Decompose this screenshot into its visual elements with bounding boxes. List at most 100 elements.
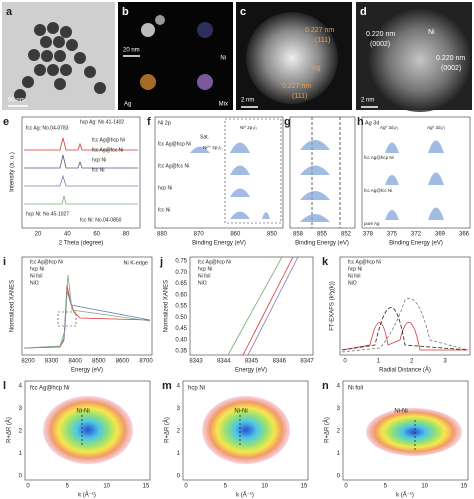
text: Sat. xyxy=(200,134,209,140)
panel-label: m xyxy=(162,380,172,392)
panel-label: k xyxy=(322,256,329,268)
text: Ni 2p xyxy=(158,120,171,126)
x-tick-label: 15 xyxy=(461,484,468,490)
text: Ni K-edge xyxy=(124,260,148,266)
x-tick-label: 80 xyxy=(123,232,130,238)
legend-entry: NiO xyxy=(348,280,357,286)
scale-bar: 2 nm xyxy=(241,98,254,104)
text: Ni-Ni xyxy=(394,409,407,415)
y-tick-label: 4 xyxy=(19,384,23,390)
panel-label: f xyxy=(147,116,151,128)
y-tick-label: 0.65 xyxy=(175,281,187,287)
x-tick-label: 5 xyxy=(224,484,228,490)
xrd-curves xyxy=(24,137,138,205)
xps-peaks xyxy=(190,142,270,219)
y-tick-label: 0.55 xyxy=(175,304,187,310)
x-axis-label: 2 Theta (degree) xyxy=(59,241,104,247)
scale-bar: 50 nm xyxy=(8,98,25,104)
legend-entry: fcc Ni xyxy=(92,167,105,173)
x-tick-label: 8343 xyxy=(189,359,203,365)
text: 0.220 nm xyxy=(366,31,395,38)
legend-entry: hcp Ni xyxy=(348,266,362,272)
axis-box xyxy=(154,116,284,229)
x-tick-label: 10 xyxy=(261,484,268,490)
y-tick-label: 3 xyxy=(337,406,341,412)
x-axis-label: k (Å⁻¹) xyxy=(236,492,254,499)
particle xyxy=(246,12,338,104)
x-tick-label: 8346 xyxy=(273,359,287,365)
x-tick-label: 366 xyxy=(459,232,470,238)
text: hcp Ni xyxy=(158,185,172,191)
y-tick-label: 4 xyxy=(337,384,341,390)
x-tick-label: 8344 xyxy=(217,359,231,365)
legend-entry: fcc Ag@hcp Ni xyxy=(198,259,231,265)
x-tick-label: 2 xyxy=(410,359,414,365)
y-axis-label: Normalized XANES xyxy=(164,280,170,332)
x-axis-label: Energy (eV) xyxy=(71,368,103,374)
text: (111) xyxy=(315,37,330,44)
panel-label: b xyxy=(122,6,129,18)
y-tick-label: 0 xyxy=(177,474,181,480)
x-axis-label: Binding Energy (eV) xyxy=(192,241,246,247)
panel-title: fcc Ag@hcp Ni xyxy=(30,386,69,392)
y-tick-label: 1 xyxy=(337,451,341,457)
x-tick-label: 8400 xyxy=(69,359,83,365)
x-tick-label: 8200 xyxy=(21,359,35,365)
x-tick-label: 0 xyxy=(343,359,347,365)
x-tick-label: 8347 xyxy=(300,359,314,365)
x-tick-label: 852 xyxy=(341,232,352,238)
particles xyxy=(14,22,106,101)
x-axis-label: Binding Energy (eV) xyxy=(389,241,443,247)
x-tick-label: 858 xyxy=(293,232,304,238)
axis-box xyxy=(339,256,471,356)
x-tick-label: 8600 xyxy=(116,359,130,365)
legend-entry: fcc Ag@hcp Ni xyxy=(30,259,63,265)
y-tick-label: 0.50 xyxy=(175,315,187,321)
x-tick-label: 3 xyxy=(443,359,447,365)
text: Ag 3d xyxy=(365,120,379,126)
text: Ag⁰ 3d₅/₂ xyxy=(427,125,446,130)
panel-label: a xyxy=(6,6,13,18)
x-tick-label: 372 xyxy=(411,232,422,238)
x-tick-label: 10 xyxy=(421,484,428,490)
x-tick-label: 1 xyxy=(377,359,381,365)
x-tick-label: 0 xyxy=(26,484,30,490)
x-tick-label: 40 xyxy=(64,232,71,238)
x-tick-label: 880 xyxy=(157,232,168,238)
legend-entry: fcc Ag@hcp Ni xyxy=(348,259,381,265)
panel-label: h xyxy=(357,116,364,128)
text: 0.220 nm xyxy=(436,55,465,62)
panel-label: d xyxy=(360,6,367,18)
x-axis-label: k (Å⁻¹) xyxy=(78,492,96,499)
axis-box xyxy=(361,116,471,229)
x-tick-label: 10 xyxy=(103,484,110,490)
text: fcc Ag: No.04-0783 xyxy=(26,125,69,131)
panel-label: i xyxy=(3,256,6,268)
legend-entry: hcp Ni xyxy=(198,266,212,272)
legend-entry: hcp Ni xyxy=(92,157,106,163)
y-tick-label: 0.35 xyxy=(175,349,187,355)
text: fcc Ag@hcp Ni xyxy=(364,155,394,160)
x-tick-label: 860 xyxy=(230,232,241,238)
panel-label: g xyxy=(284,116,291,128)
axis-box xyxy=(189,256,314,356)
legend-entry: Ni foil xyxy=(198,273,211,279)
x-tick-label: 8345 xyxy=(245,359,259,365)
ag-peaks xyxy=(385,140,444,220)
text: Ag⁰ 3d₃/₂ xyxy=(380,125,399,130)
text: Ni xyxy=(428,29,435,36)
x-tick-label: 8500 xyxy=(92,359,106,365)
panel-label: l xyxy=(3,380,6,392)
text: 0.227 nm xyxy=(282,83,311,90)
x-tick-label: 850 xyxy=(267,232,278,238)
y-tick-label: 3 xyxy=(19,406,23,412)
x-tick-label: 0 xyxy=(344,484,348,490)
legend-entry: fcc Ag@fcc Ni xyxy=(92,147,123,153)
y-axis-label: R+ΔR (Å) xyxy=(324,417,331,443)
axis-box xyxy=(24,380,151,481)
text: (0002) xyxy=(370,41,390,48)
text: Mix xyxy=(219,102,228,108)
panel-label: c xyxy=(240,6,246,18)
eds-particles xyxy=(140,15,213,90)
